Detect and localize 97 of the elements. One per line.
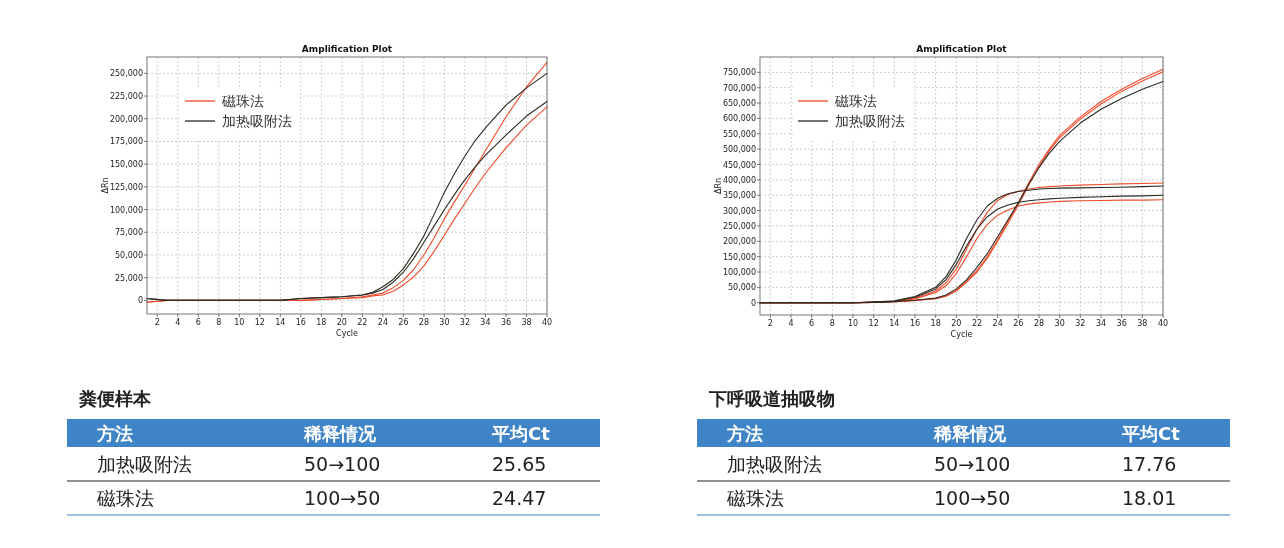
x-axis-title: Cycle (336, 329, 358, 338)
legend-label: 磁珠法 (834, 93, 877, 109)
y-tick-label: 75,000 (115, 228, 143, 238)
category-label: 方法 (96, 423, 133, 444)
cell: 24.47 (492, 487, 547, 509)
x-tick-label: 16 (295, 318, 306, 327)
legend-label: 加热吸附法 (835, 113, 905, 129)
x-tick-label: 20 (951, 319, 962, 328)
x-tick-label: 22 (357, 318, 368, 327)
y-axis-title: ΔRn (714, 177, 723, 195)
x-tick-label: 2 (154, 318, 160, 327)
x-tick-label: 22 (971, 319, 983, 328)
x-tick-label: 14 (889, 319, 900, 328)
x-tick-label: 4 (175, 318, 181, 327)
x-tick-label: 36 (500, 318, 512, 327)
y-tick-label: 150,000 (722, 252, 756, 262)
cell: 18.01 (1122, 487, 1177, 509)
y-tick-label: 150,000 (109, 160, 143, 170)
x-tick-label: 18 (930, 319, 941, 328)
x-tick-label: 16 (909, 319, 921, 328)
category-label: 磁珠法 (97, 487, 154, 509)
cell: 100→50 (934, 487, 1011, 509)
cell: 50→100 (934, 453, 1011, 475)
x-tick-label: 38 (1137, 319, 1148, 328)
x-tick-label: 24 (992, 319, 1003, 328)
y-tick-label: 300,000 (722, 206, 756, 216)
legend-label: 加热吸附法 (222, 113, 292, 129)
y-tick-label: 250,000 (722, 221, 756, 231)
y-tick-label: 700,000 (722, 83, 756, 93)
category-label: 平均Ct (491, 423, 551, 444)
category-label: 方法 (726, 423, 763, 444)
x-axis-title: Cycle (950, 330, 973, 339)
x-tick-label: 32 (1075, 319, 1086, 328)
x-tick-label: 34 (1095, 319, 1107, 328)
x-tick-label: 32 (459, 318, 471, 327)
chart-title: Amplification Plot (916, 44, 1008, 54)
y-tick-label: 550,000 (722, 129, 756, 139)
y-tick-label: 400,000 (722, 175, 756, 185)
x-tick-label: 40 (1157, 319, 1169, 328)
y-tick-label: 125,000 (109, 182, 143, 192)
legend-label: 磁珠法 (221, 93, 264, 109)
category-label: 稀释情况 (933, 423, 1007, 444)
category-label: 稀释情况 (303, 423, 377, 444)
x-tick-label: 2 (767, 319, 773, 328)
category-label: 磁珠法 (727, 487, 784, 509)
cell: 17.76 (1122, 453, 1177, 475)
y-tick-label: 50,000 (115, 250, 143, 260)
text: 粪便样本 (78, 388, 152, 409)
x-tick-label: 8 (216, 318, 222, 327)
y-tick-label: 225,000 (109, 92, 143, 102)
x-tick-label: 24 (377, 318, 388, 327)
category-label: 平均Ct (1121, 423, 1181, 444)
chart-title: Amplification Plot (301, 44, 393, 54)
x-tick-label: 36 (1116, 319, 1127, 328)
y-tick-label: 350,000 (722, 191, 756, 201)
x-tick-label: 30 (439, 318, 450, 327)
x-tick-label: 12 (254, 318, 265, 327)
x-tick-label: 8 (829, 319, 835, 328)
y-tick-label: 600,000 (722, 114, 756, 124)
y-tick-label: 250,000 (109, 69, 143, 79)
x-tick-label: 28 (1033, 319, 1045, 328)
x-tick-label: 40 (541, 318, 553, 327)
x-tick-label: 38 (521, 318, 532, 327)
y-tick-label: 0 (750, 298, 756, 308)
y-tick-label: 100,000 (109, 205, 143, 215)
y-tick-label: 100,000 (722, 268, 756, 277)
y-axis-title: ΔRn (101, 177, 110, 194)
x-tick-label: 28 (418, 318, 430, 327)
x-tick-label: 26 (398, 318, 409, 327)
y-tick-label: 50,000 (728, 283, 756, 293)
category-label: 加热吸附法 (97, 453, 192, 475)
y-tick-label: 450,000 (722, 160, 756, 170)
x-tick-label: 18 (316, 318, 327, 327)
x-tick-label: 10 (234, 318, 245, 327)
x-tick-label: 30 (1054, 319, 1065, 328)
y-tick-label: 175,000 (109, 137, 143, 147)
x-tick-label: 10 (847, 319, 859, 328)
y-tick-label: 200,000 (109, 114, 143, 124)
x-tick-label: 4 (788, 319, 794, 328)
y-tick-label: 0 (137, 296, 143, 306)
cell: 50→100 (304, 453, 381, 475)
x-tick-label: 26 (1013, 319, 1024, 328)
x-tick-label: 6 (809, 319, 815, 328)
y-tick-label: 500,000 (722, 145, 756, 155)
y-tick-label: 25,000 (115, 273, 143, 283)
y-tick-label: 750,000 (722, 68, 756, 78)
y-tick-label: 650,000 (722, 99, 756, 109)
x-tick-label: 20 (336, 318, 347, 327)
y-tick-label: 200,000 (722, 237, 756, 247)
x-tick-label: 6 (195, 318, 201, 327)
category-label: 加热吸附法 (727, 453, 822, 475)
cell: 25.65 (492, 453, 547, 475)
text: 下呼吸道抽吸物 (708, 388, 835, 409)
x-tick-label: 34 (480, 318, 491, 327)
cell: 100→50 (304, 487, 381, 509)
x-tick-label: 14 (275, 318, 286, 327)
x-tick-label: 12 (868, 319, 879, 328)
